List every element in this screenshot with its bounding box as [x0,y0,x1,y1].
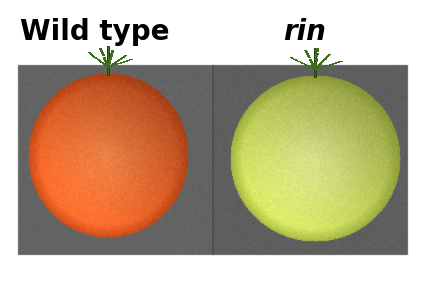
Text: rin: rin [283,18,327,46]
Text: Wild type: Wild type [20,18,170,46]
